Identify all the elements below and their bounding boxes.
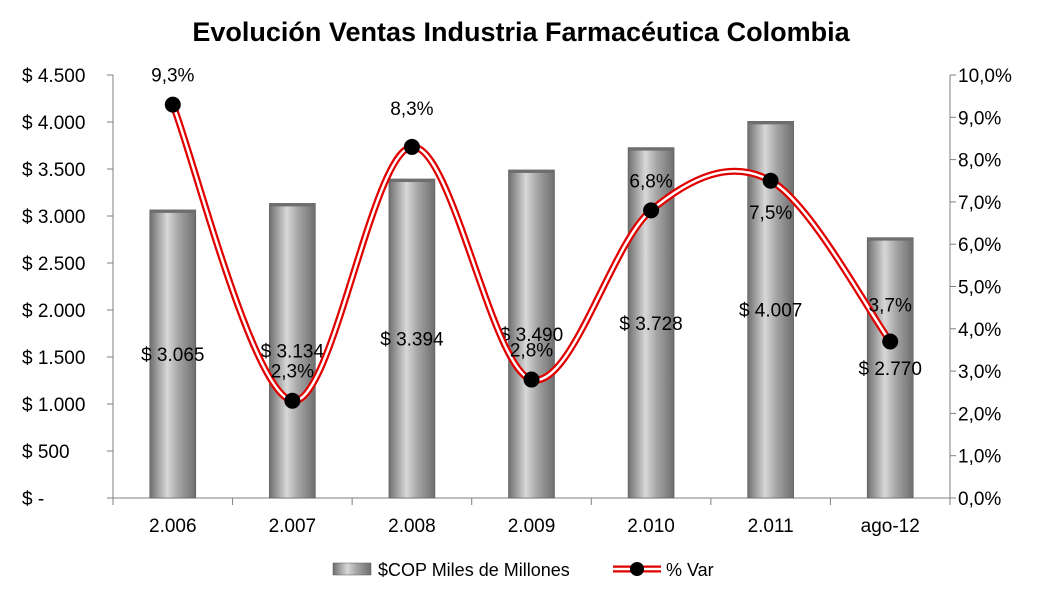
x-tick-label: 2.007 [269,516,317,537]
bar-data-label: $ 4.007 [739,301,802,322]
line-data-label: 3,7% [869,295,912,316]
y-left-tick-label: $ 4.000 [22,113,85,134]
bar [149,209,197,499]
line-data-label: 2,3% [271,362,314,383]
bar-data-label: $ 3.728 [619,314,682,335]
legend-bar-label: $COP Miles de Millones [378,560,570,580]
line-marker [284,392,301,409]
line-series [164,96,899,409]
bar-cap [628,147,675,151]
y-axis-right: 0,0% 1,0% 2,0% 3,0% 4,0% 5,0% 6,0% 7,0% 8,0% 9,0%… [949,66,1012,510]
y-right-tick-label: 0,0% [958,489,1001,510]
y-right-tick-label: 4,0% [958,320,1001,341]
bar [269,203,316,499]
bar-data-labels: $ 3.065 $ 3.134 $ 3.394 $ 3.490 $ 3.728 $ 4.0… [141,301,922,380]
legend: $COP Miles de Millones % Var [332,560,714,580]
y-right-tick-label: 5,0% [958,278,1001,299]
bar [866,237,914,499]
line-marker [762,172,779,189]
bar-cap [508,169,555,173]
bar-data-label: $ 3.134 [261,342,325,363]
y-left-tick-label: $ 3.000 [22,207,85,228]
legend-line-label: % Var [666,560,714,580]
y-left-tick-label: $ 2.000 [22,301,85,322]
y-left-tick-label: $ 4.500 [22,66,85,87]
y-right-tick-label: 10,0% [958,66,1012,87]
y-axis-left: $ - $ 500 $ 1.000 $ 1.500 $ 2.000 $ 2.500 $ 3.… [22,66,114,510]
bar-data-label: $ 3.394 [380,329,444,350]
bar [508,169,555,499]
line-data-label: 6,8% [629,171,672,192]
x-tick-label: ago-12 [861,516,920,537]
bar-data-label: $ 3.065 [141,345,204,366]
line-data-label: 2,8% [510,341,553,362]
legend-bar-swatch [332,562,372,576]
bar-data-label: $ 3.490 [500,325,563,346]
bar-data-label: $ 2.770 [859,359,922,380]
bar [388,178,436,499]
line-marker [882,333,899,350]
line-data-label: 7,5% [749,203,792,224]
bar-cap [867,237,914,241]
line-marker [643,202,660,219]
line-marker [523,371,540,388]
y-right-tick-label: 9,0% [958,108,1001,129]
chart-title: Evolución Ventas Industria Farmacéutica … [192,17,850,47]
bar-cap [747,121,794,125]
y-left-tick-label: $ 3.500 [22,160,85,181]
y-right-tick-label: 1,0% [958,447,1001,468]
legend-line-marker [630,562,644,576]
x-tick-label: 2.010 [627,516,675,537]
line-marker [164,96,181,113]
y-right-tick-label: 7,0% [958,193,1001,214]
y-left-tick-label: $ 1.000 [22,395,85,416]
y-right-tick-label: 3,0% [958,362,1001,383]
y-right-tick-label: 2,0% [958,404,1001,425]
x-tick-label: 2.009 [508,516,556,537]
x-tick-label: 2.008 [388,516,436,537]
y-right-tick-label: 8,0% [958,151,1001,172]
bar-cap [388,178,435,182]
y-left-tick-label: $ - [22,489,44,510]
x-axis: 2.006 2.007 2.008 2.009 2.010 2.011 ago-12 [112,497,951,537]
line-data-label: 9,3% [151,66,194,87]
bar-cap [269,203,316,207]
y-left-tick-label: $ 1.500 [22,348,85,369]
bar-cap [149,209,196,213]
x-tick-label: 2.011 [748,516,794,537]
line-marker [403,138,420,155]
line-data-labels: 9,3% 2,3% 8,3% 2,8% 6,8% 7,5% 3,7% [151,66,912,383]
line-data-label: 8,3% [390,99,433,120]
y-left-tick-label: $ 500 [22,442,70,463]
y-left-tick-label: $ 2.500 [22,254,85,275]
bar-series [149,121,914,499]
y-right-tick-label: 6,0% [958,235,1001,256]
x-tick-label: 2.006 [149,516,197,537]
